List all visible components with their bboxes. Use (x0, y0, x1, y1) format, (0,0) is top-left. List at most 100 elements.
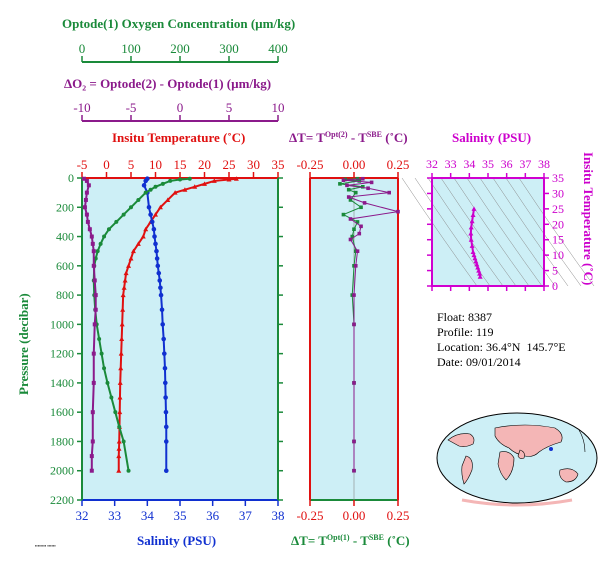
dT_opt2-point (352, 322, 356, 327)
delta-o2-point (90, 439, 95, 444)
dT_opt2-point (353, 264, 358, 268)
delta-o2-point (92, 278, 97, 283)
salinity-point (163, 395, 168, 400)
delta-o2-axis-title: ΔO₂ = Optode(2) - Optode(1) (µm/kg) (64, 76, 271, 91)
salinity-point (141, 183, 147, 188)
delta-o2-point (85, 219, 90, 224)
ts-profile-point (468, 237, 474, 242)
ts-x-tick-label: 38 (538, 157, 550, 171)
salinity-point (163, 409, 169, 415)
oxygen-point (106, 227, 111, 232)
ts-y-tick-label: 30 (552, 186, 564, 200)
ts-y-tick-label: 10 (552, 248, 564, 262)
delta-o2-point (84, 178, 89, 183)
ts-profile-point (468, 224, 474, 230)
temperature-point (226, 176, 232, 182)
delta-o2-point (90, 241, 95, 246)
temperature-tick-label: 20 (198, 157, 211, 172)
oxygen-point (95, 249, 100, 254)
ts-profile-point (469, 218, 475, 224)
temperature-point (140, 234, 146, 239)
dt-bottom-tick-label: -0.25 (296, 508, 323, 523)
salinity-point (157, 278, 163, 283)
delta-o2-point (82, 205, 87, 210)
delta-o2-point (84, 190, 89, 195)
dT_opt2-point (352, 468, 356, 473)
ts-x-tick-label: 32 (426, 157, 438, 171)
salinity-axis-ticks: 32 33 34 35 36 37 38 (76, 500, 285, 523)
dT_opt2-point (396, 209, 400, 214)
ts-y-tick-label: 20 (552, 217, 564, 231)
ts-y-tick-label: 0 (552, 279, 558, 293)
temperature-tick-label: 35 (272, 157, 285, 172)
dT_opt2-point (348, 237, 353, 242)
salinity-point (159, 307, 165, 313)
dt-bottom-tick-label: 0.25 (387, 508, 410, 523)
pressure-tick-label: 1800 (50, 434, 74, 448)
temperature-point (119, 336, 125, 341)
oxygen-point (187, 176, 192, 181)
oxygen-point (153, 184, 158, 189)
temperature-point (202, 181, 207, 186)
delta-o2-point (89, 454, 94, 459)
dT_opt2-point (387, 190, 391, 195)
salinity-point (149, 219, 155, 225)
salinity-point (163, 468, 169, 474)
dT_opt1-point (361, 184, 365, 189)
temperature-point (126, 263, 132, 268)
salinity-tick-label: 38 (272, 508, 285, 523)
salinity-tick-label: 32 (76, 508, 89, 523)
salinity-tick-label: 34 (141, 508, 155, 523)
dt-axis-ticks: -0.25 0.00 0.25 -0.25 0.00 0.25 (296, 157, 409, 523)
pressure-tick-label: 600 (56, 259, 74, 273)
delta-o2-point (91, 263, 96, 268)
salinity-point (158, 292, 164, 298)
temperature-point (117, 380, 123, 385)
salinity-point (143, 178, 148, 184)
dT_opt2-point (352, 439, 356, 444)
ts-x-tick-label: 35 (482, 157, 494, 171)
dT_opt2-point (366, 186, 370, 191)
credit-text: ▪▪▪▪▪▪▪▪ ▪▪▪▪▪▪ (35, 543, 56, 548)
salinity-point (152, 234, 157, 239)
delta-o2-axis-ticks: -10 -5 0 5 10 (73, 100, 285, 121)
delta-o2-point (83, 197, 88, 202)
dT_opt2-point (341, 178, 346, 182)
salinity-point (160, 322, 165, 327)
temperature-point (117, 395, 123, 400)
temperature-point (116, 468, 122, 473)
main-panel-bg (82, 178, 278, 500)
dT_opt2-point (352, 293, 356, 297)
ts-profile-point (468, 231, 474, 236)
dt-bottom-title: ΔT= TOpt(1) - TSBE (˚C) (291, 533, 410, 548)
salinity-point (146, 204, 152, 210)
salinity-point (154, 248, 159, 254)
salinity-point (162, 351, 167, 356)
dt-series (338, 176, 400, 473)
temperature-tick-label: 15 (174, 157, 187, 172)
delta-o2-point (91, 351, 96, 356)
ts-x-tick-label: 33 (445, 157, 457, 171)
temperature-tick-label: 5 (128, 157, 135, 172)
salinity-tick-label: 35 (174, 508, 187, 523)
oxygen-point (136, 197, 141, 202)
ts-profile-point (477, 271, 483, 276)
oxygen-point (98, 241, 103, 246)
delta-o2-tick-label: 0 (177, 100, 184, 115)
pressure-tick-label: 1000 (50, 317, 74, 331)
temperature-point (116, 453, 122, 459)
dT_opt2-point (348, 217, 353, 221)
ts-x-tick-label: 36 (501, 157, 513, 171)
salinity-point (161, 336, 166, 342)
oxygen-point (97, 337, 102, 341)
density-contour (414, 177, 491, 287)
delta-o2-point (93, 293, 98, 298)
dT_opt2-point (345, 183, 349, 188)
pressure-tick-label: 2000 (50, 464, 74, 478)
ts-profile-point (470, 249, 476, 255)
pressure-tick-label: 400 (56, 230, 74, 244)
delta-o2-point (81, 176, 86, 181)
oxygen-point (143, 190, 148, 195)
pressure-tick-label: 2200 (50, 493, 74, 507)
